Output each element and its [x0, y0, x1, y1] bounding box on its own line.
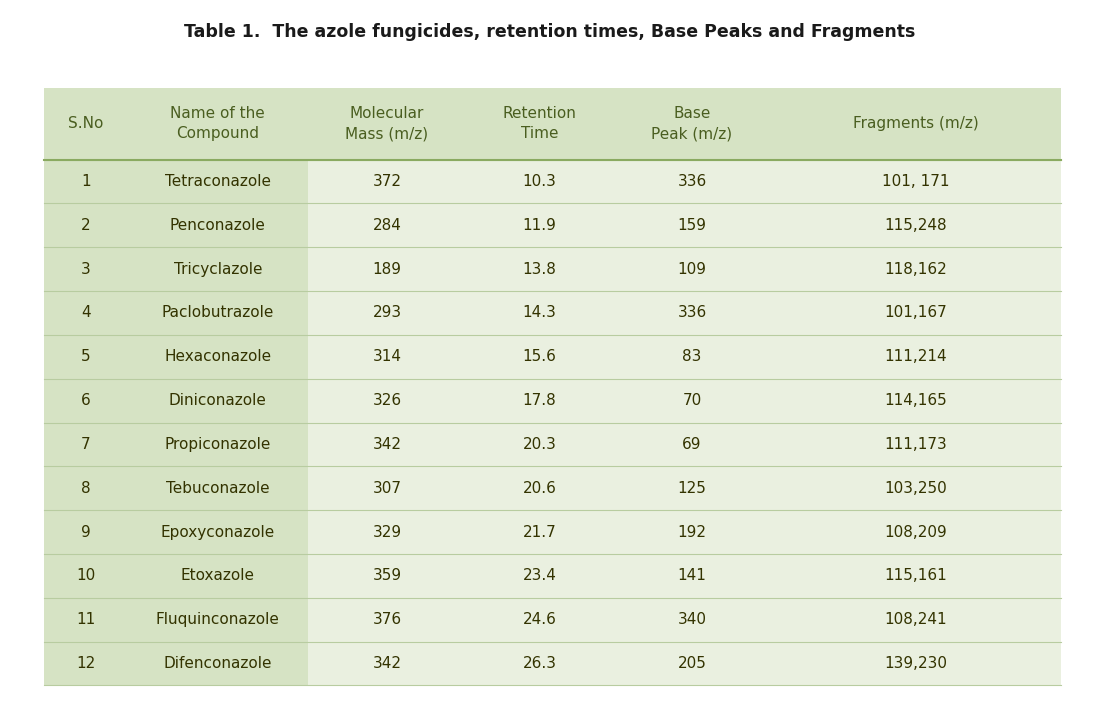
- Text: 3: 3: [80, 262, 90, 277]
- Text: Table 1.  The azole fungicides, retention times, Base Peaks and Fragments: Table 1. The azole fungicides, retention…: [184, 22, 915, 41]
- Text: Base
Peak (m/z): Base Peak (m/z): [652, 106, 733, 141]
- Text: Diniconazole: Diniconazole: [169, 393, 267, 408]
- Text: 293: 293: [373, 305, 401, 321]
- Text: 111,214: 111,214: [885, 349, 947, 364]
- Text: 13.8: 13.8: [523, 262, 556, 277]
- Text: Hexaconazole: Hexaconazole: [164, 349, 271, 364]
- Text: 329: 329: [373, 524, 401, 540]
- Text: 336: 336: [677, 174, 707, 189]
- Text: 114,165: 114,165: [885, 393, 947, 408]
- Text: 342: 342: [373, 437, 401, 452]
- Text: 12: 12: [76, 656, 96, 671]
- Text: 83: 83: [682, 349, 702, 364]
- Text: 24.6: 24.6: [523, 612, 556, 627]
- Text: 115,161: 115,161: [885, 568, 947, 583]
- Text: Fluquinconazole: Fluquinconazole: [156, 612, 280, 627]
- Text: 11.9: 11.9: [523, 218, 556, 233]
- Text: 26.3: 26.3: [522, 656, 556, 671]
- Text: 159: 159: [677, 218, 707, 233]
- Text: 9: 9: [80, 524, 90, 540]
- Text: 15.6: 15.6: [523, 349, 556, 364]
- Text: 139,230: 139,230: [885, 656, 947, 671]
- Text: 376: 376: [373, 612, 401, 627]
- Text: 23.4: 23.4: [523, 568, 556, 583]
- Text: S.No: S.No: [68, 116, 103, 131]
- Bar: [44, 88, 1061, 685]
- Text: 141: 141: [678, 568, 707, 583]
- Text: 192: 192: [677, 524, 707, 540]
- Text: 109: 109: [677, 262, 707, 277]
- Text: 21.7: 21.7: [523, 524, 556, 540]
- Text: 125: 125: [678, 481, 707, 496]
- Text: 5: 5: [81, 349, 90, 364]
- Text: 69: 69: [682, 437, 702, 452]
- Text: 4: 4: [81, 305, 90, 321]
- Text: 7: 7: [81, 437, 90, 452]
- Text: 108,241: 108,241: [885, 612, 947, 627]
- Text: Paclobutrazole: Paclobutrazole: [162, 305, 274, 321]
- Text: Tricyclazole: Tricyclazole: [174, 262, 262, 277]
- Text: Retention
Time: Retention Time: [502, 106, 577, 141]
- Text: 314: 314: [373, 349, 401, 364]
- Text: Etoxazole: Etoxazole: [181, 568, 255, 583]
- Text: 6: 6: [80, 393, 90, 408]
- Text: 205: 205: [678, 656, 707, 671]
- Text: 103,250: 103,250: [885, 481, 947, 496]
- Text: Epoxyconazole: Epoxyconazole: [160, 524, 275, 540]
- Text: 10.3: 10.3: [523, 174, 556, 189]
- Text: 17.8: 17.8: [523, 393, 556, 408]
- Text: 118,162: 118,162: [885, 262, 947, 277]
- Bar: [308, 160, 1061, 685]
- Text: 326: 326: [373, 393, 401, 408]
- Text: 115,248: 115,248: [885, 218, 947, 233]
- Text: 307: 307: [373, 481, 401, 496]
- Text: 342: 342: [373, 656, 401, 671]
- Text: 8: 8: [81, 481, 90, 496]
- Text: 189: 189: [373, 262, 401, 277]
- Text: 10: 10: [76, 568, 96, 583]
- Text: 284: 284: [373, 218, 401, 233]
- Text: Penconazole: Penconazole: [170, 218, 266, 233]
- Text: 111,173: 111,173: [885, 437, 947, 452]
- Text: 20.6: 20.6: [523, 481, 556, 496]
- Text: 359: 359: [373, 568, 401, 583]
- Text: 101,167: 101,167: [885, 305, 947, 321]
- Text: 11: 11: [76, 612, 96, 627]
- Text: Difenconazole: Difenconazole: [164, 656, 273, 671]
- Text: Name of the
Compound: Name of the Compound: [170, 106, 265, 141]
- Text: 108,209: 108,209: [885, 524, 947, 540]
- Text: Propiconazole: Propiconazole: [165, 437, 271, 452]
- Text: Tebuconazole: Tebuconazole: [166, 481, 269, 496]
- Text: 336: 336: [677, 305, 707, 321]
- Text: 340: 340: [677, 612, 707, 627]
- Text: Molecular
Mass (m/z): Molecular Mass (m/z): [345, 106, 429, 141]
- Text: 20.3: 20.3: [523, 437, 556, 452]
- Text: 101, 171: 101, 171: [881, 174, 950, 189]
- Text: Tetraconazole: Tetraconazole: [165, 174, 270, 189]
- Text: 372: 372: [373, 174, 401, 189]
- Text: 1: 1: [81, 174, 90, 189]
- Text: 70: 70: [682, 393, 701, 408]
- Text: 14.3: 14.3: [523, 305, 556, 321]
- Text: Fragments (m/z): Fragments (m/z): [853, 116, 978, 131]
- Text: 2: 2: [81, 218, 90, 233]
